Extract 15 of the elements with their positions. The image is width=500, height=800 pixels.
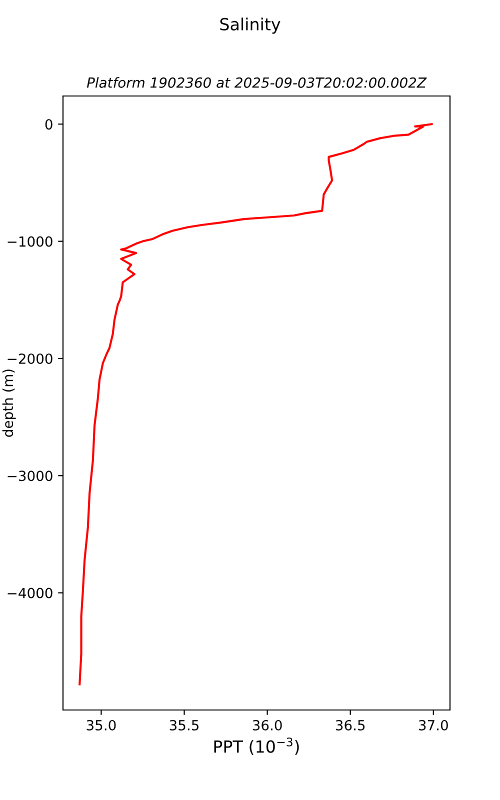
x-tick-label: 36.0 bbox=[252, 720, 282, 730]
chart-title: Salinity bbox=[220, 18, 280, 34]
chart-subtitle: Platform 1902360 at 2025-09-03T20:02:00.002Z bbox=[86, 77, 427, 88]
x-tick-label: 36.5 bbox=[336, 720, 365, 730]
line-series bbox=[78, 123, 433, 686]
y-tick-label: −3000 bbox=[8, 470, 52, 482]
y-tick-label: −2000 bbox=[8, 353, 52, 364]
y-tick-label: −1000 bbox=[8, 236, 52, 247]
y-axis-title: depth (m) bbox=[2, 370, 16, 437]
x-tick-label: 35.5 bbox=[170, 720, 198, 730]
x-axis-title: PPT (10$^{−3}$) bbox=[214, 738, 299, 755]
y-tick-label: 0 bbox=[45, 119, 52, 130]
y-tick-label: −4000 bbox=[8, 588, 52, 598]
x-tick-label: 37.0 bbox=[418, 720, 448, 730]
x-tick-label: 35.0 bbox=[86, 720, 116, 730]
